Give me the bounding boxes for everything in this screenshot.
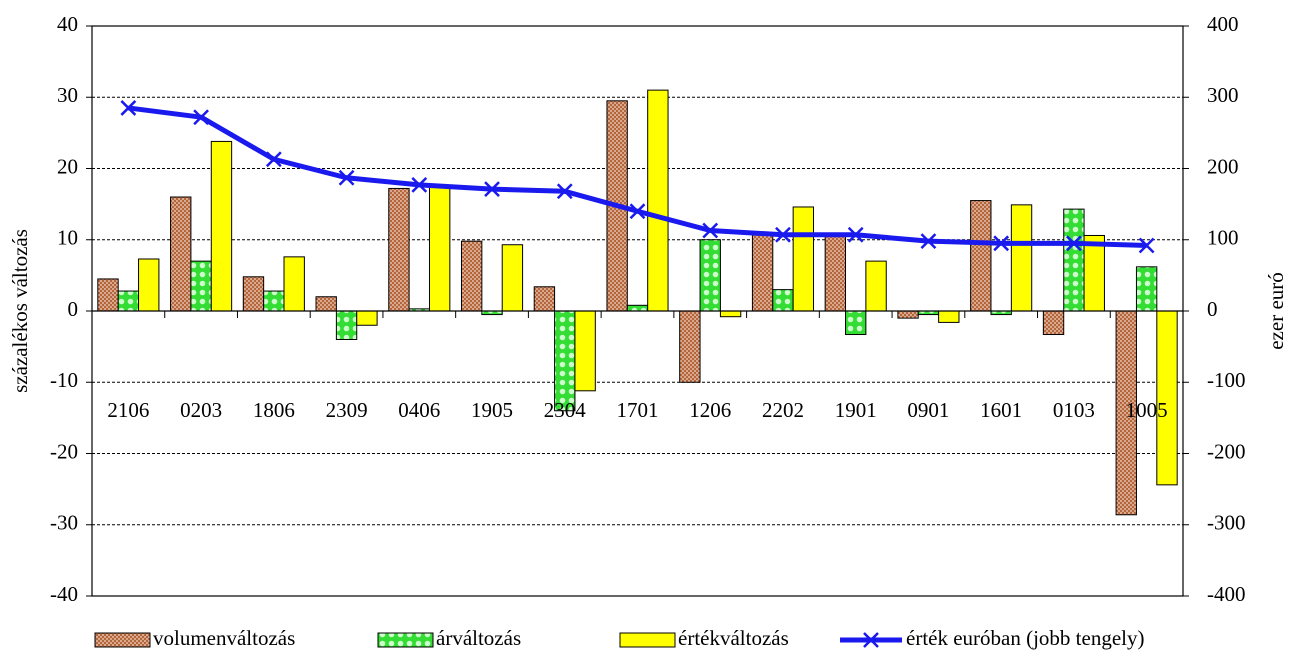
bar (647, 89, 669, 312)
x-tick-label: 2106 (107, 398, 149, 422)
bar (626, 304, 649, 312)
y2-tick-label: -400 (1207, 582, 1246, 606)
legend-swatch (94, 632, 151, 648)
line-marker (1066, 235, 1082, 252)
bar (792, 206, 815, 312)
bar (388, 187, 410, 312)
x-tick-label: 2309 (326, 398, 368, 422)
bar (1135, 266, 1158, 312)
line-marker (484, 181, 500, 198)
bar (460, 240, 483, 312)
bar (554, 310, 576, 412)
bar (574, 310, 596, 392)
bar (170, 196, 192, 312)
y-tick-label: 30 (57, 83, 78, 107)
bar (335, 310, 358, 340)
x-tick-label: 2304 (544, 398, 587, 422)
bar (824, 235, 847, 312)
bar (356, 310, 378, 326)
y-tick-label: 20 (57, 154, 78, 178)
y2-tick-label: 400 (1207, 12, 1239, 36)
line-marker (193, 109, 209, 126)
line-marker (847, 226, 864, 243)
bar (501, 244, 524, 312)
x-tick-label: 0103 (1053, 398, 1095, 422)
bar (117, 290, 140, 312)
bar (242, 276, 265, 312)
line-marker (411, 177, 428, 193)
bar (1083, 234, 1105, 312)
legend-swatch (619, 632, 676, 648)
line-marker (556, 183, 573, 200)
y2-tick-label: 100 (1207, 226, 1239, 250)
line-marker (1138, 237, 1155, 254)
x-tick-label: 1206 (689, 398, 731, 422)
bar (845, 310, 867, 336)
bar (428, 185, 451, 312)
line-marker (775, 226, 791, 243)
legend-swatch (377, 632, 434, 648)
y-tick-label: -30 (50, 511, 78, 535)
y-tick-label: -10 (50, 368, 78, 392)
line-marker (993, 235, 1010, 252)
bar (719, 310, 742, 318)
y-tick-label: 0 (68, 297, 79, 321)
y-axis-label: százalékos változás (8, 229, 32, 393)
y2-tick-label: -300 (1207, 511, 1246, 535)
y2-axis-label: ezer euró (1264, 272, 1288, 350)
line-marker (120, 100, 137, 116)
x-tick-label: 1005 (1126, 398, 1168, 422)
x-tick-label: 0203 (180, 398, 222, 422)
x-tick-label: 0901 (907, 398, 949, 422)
x-tick-label: 1601 (980, 398, 1022, 422)
bar (938, 310, 960, 323)
bar (283, 256, 305, 312)
legend-label: értékváltozás (678, 626, 789, 650)
legend-label: árváltozás (436, 626, 521, 650)
y-tick-label: -40 (50, 582, 78, 606)
y-tick-label: 10 (57, 226, 78, 250)
bar (699, 239, 721, 312)
bar (772, 289, 794, 312)
y2-tick-label: -200 (1207, 439, 1246, 463)
bar (679, 310, 701, 383)
bar (210, 140, 233, 312)
y2-tick-label: 200 (1207, 154, 1239, 178)
line-marker (702, 222, 719, 239)
bar (1063, 208, 1085, 312)
x-tick-label: 1905 (471, 398, 513, 422)
y-tick-label: -20 (50, 439, 78, 463)
x-tick-label: 2202 (762, 398, 804, 422)
bar (263, 290, 285, 312)
bar (970, 200, 992, 312)
bar (897, 310, 919, 319)
line-marker (920, 233, 937, 250)
x-tick-label: 1901 (835, 398, 877, 422)
y2-tick-label: 300 (1207, 83, 1239, 107)
y2-tick-label: -100 (1207, 368, 1246, 392)
x-tick-label: 1806 (253, 398, 295, 422)
bar (315, 296, 337, 312)
y-tick-label: 40 (57, 12, 78, 36)
bar (138, 258, 160, 312)
bar (190, 260, 212, 312)
bar (1042, 310, 1065, 336)
line-marker (265, 151, 282, 168)
line-marker (338, 169, 355, 186)
legend-marker (863, 632, 879, 648)
x-tick-label: 1701 (617, 398, 659, 422)
bar (1010, 204, 1033, 312)
line-marker (629, 203, 646, 220)
bar (533, 286, 556, 312)
legend-label: érték euróban (jobb tengely) (906, 626, 1145, 650)
legend-label: volumenváltozás (153, 626, 295, 650)
y2-tick-label: 0 (1207, 297, 1218, 321)
bar (751, 232, 774, 312)
bar (97, 278, 119, 312)
x-tick-label: 0406 (398, 398, 440, 422)
bar (865, 260, 887, 312)
